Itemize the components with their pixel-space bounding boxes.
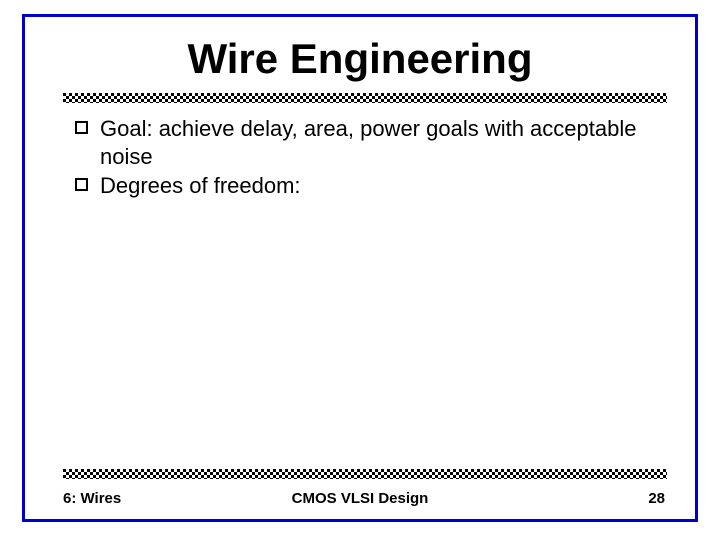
slide-footer: 6: Wires CMOS VLSI Design 28 <box>25 485 695 507</box>
bullet-item: Goal: achieve delay, area, power goals w… <box>75 115 665 170</box>
slide: Wire Engineering Goal: achieve delay, ar… <box>0 0 720 540</box>
slide-title: Wire Engineering <box>25 35 695 83</box>
divider-bottom <box>63 469 667 479</box>
slide-content: Goal: achieve delay, area, power goals w… <box>75 115 665 202</box>
slide-border: Wire Engineering Goal: achieve delay, ar… <box>22 14 698 522</box>
bullet-item: Degrees of freedom: <box>75 172 665 200</box>
bullet-text: Degrees of freedom: <box>100 172 665 200</box>
bullet-icon <box>75 121 88 134</box>
bullet-icon <box>75 178 88 191</box>
bullet-text: Goal: achieve delay, area, power goals w… <box>100 115 665 170</box>
divider-top <box>63 93 667 103</box>
footer-center: CMOS VLSI Design <box>25 490 695 507</box>
footer-right: 28 <box>648 490 665 507</box>
